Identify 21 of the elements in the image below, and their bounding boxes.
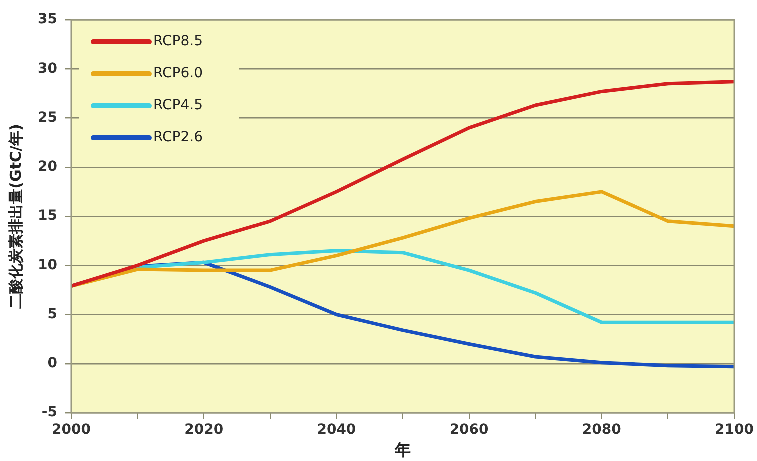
- y-tick-label: 20: [38, 159, 58, 176]
- x-axis-title: 年: [394, 440, 411, 460]
- y-tick-label: -5: [42, 404, 58, 421]
- y-tick-label: 10: [38, 257, 58, 274]
- legend-label: RCP4.5: [153, 98, 203, 114]
- y-tick-label: 35: [38, 12, 58, 28]
- x-tick-label: 2060: [450, 422, 490, 438]
- y-tick-label: 25: [38, 110, 58, 126]
- legend-label: RCP6.0: [153, 66, 203, 82]
- x-tick-label: 2020: [184, 422, 224, 438]
- x-tick-label: 2100: [715, 422, 754, 438]
- y-axis-title: 二酸化炭素排出量(GtC/年): [6, 124, 25, 309]
- legend-label: RCP8.5: [153, 34, 203, 50]
- y-tick-label: 0: [48, 356, 58, 372]
- y-tick-label: 15: [38, 208, 58, 224]
- x-tick-label: 2000: [52, 422, 92, 438]
- x-tick-label: 2080: [582, 422, 622, 438]
- x-tick-label: 2040: [317, 422, 356, 438]
- y-tick-label: 30: [38, 60, 58, 77]
- legend-label: RCP2.6: [153, 130, 204, 146]
- y-tick-label: 5: [48, 306, 58, 322]
